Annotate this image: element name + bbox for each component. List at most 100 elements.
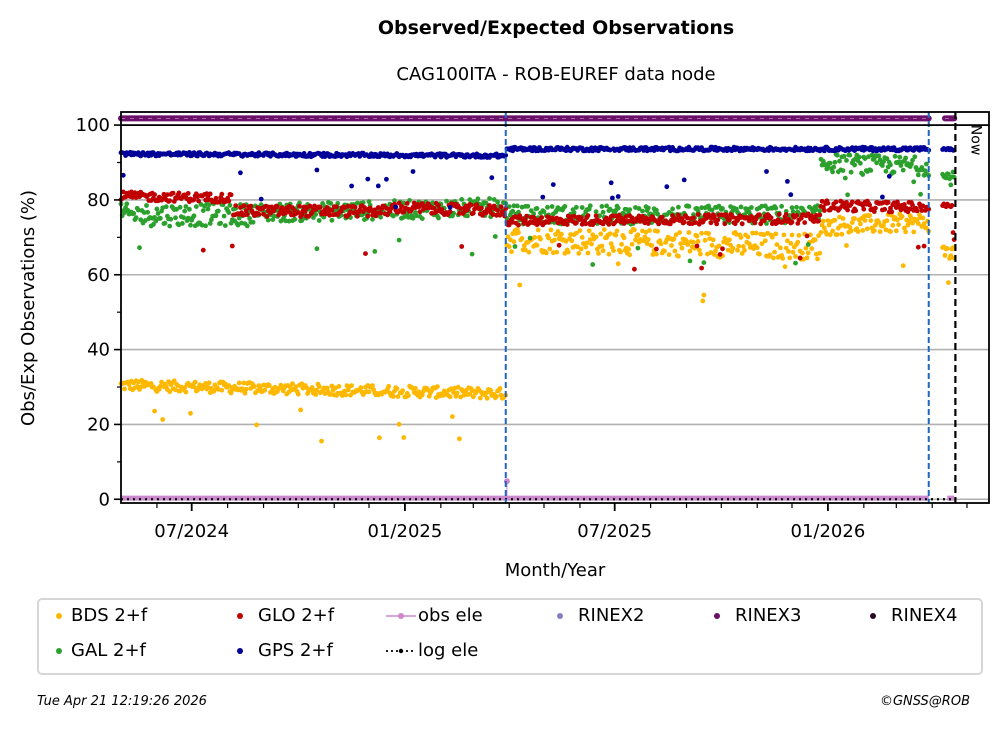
data-point	[372, 249, 378, 254]
data-point	[576, 251, 582, 256]
data-point	[233, 203, 239, 209]
data-point	[317, 204, 323, 210]
data-point	[586, 228, 592, 234]
data-point	[258, 196, 264, 202]
data-point	[915, 244, 921, 250]
data-point	[562, 204, 568, 209]
axes: 0 20 40 60 80 100 07/2024 01/2025 07/2025 01/2026	[76, 111, 990, 542]
legend-label: log ele	[418, 640, 479, 661]
data-point	[555, 220, 561, 226]
data-point	[151, 222, 156, 227]
data-point	[519, 236, 525, 241]
data-point	[568, 232, 573, 237]
series-gps-2-f	[118, 144, 957, 210]
data-point	[888, 229, 893, 234]
data-point	[654, 251, 659, 257]
data-point	[554, 249, 560, 255]
data-point	[722, 221, 728, 227]
data-point	[173, 215, 178, 221]
data-point	[735, 247, 740, 253]
data-point	[681, 219, 687, 225]
data-point	[884, 218, 890, 224]
data-point	[447, 394, 453, 400]
data-point	[708, 220, 714, 226]
legend-label: GAL 2+f	[71, 640, 146, 661]
y-tick-label: 100	[76, 115, 110, 136]
data-point	[636, 206, 642, 211]
data-point	[848, 169, 854, 175]
data-point	[229, 243, 235, 249]
data-point	[914, 208, 920, 214]
data-point	[834, 232, 840, 238]
data-point	[698, 251, 703, 257]
data-point	[687, 258, 693, 264]
data-point	[410, 169, 416, 174]
data-point	[701, 292, 707, 298]
data-point	[654, 207, 659, 213]
data-point	[314, 167, 320, 173]
data-point	[153, 218, 159, 224]
data-point	[654, 246, 659, 252]
data-point	[417, 209, 423, 215]
x-tick-label: 07/2024	[154, 521, 229, 542]
data-point	[876, 153, 882, 159]
data-point	[488, 388, 494, 393]
data-point	[180, 221, 185, 226]
data-point	[314, 246, 320, 252]
data-point	[855, 229, 861, 235]
data-point	[614, 228, 620, 234]
data-point	[167, 389, 173, 395]
data-point	[419, 392, 425, 398]
data-point	[619, 241, 624, 247]
data-point	[334, 204, 339, 210]
data-point	[475, 196, 481, 202]
data-point	[207, 191, 213, 197]
data-point	[664, 184, 670, 190]
legend-marker-icon	[857, 606, 891, 626]
data-point	[309, 209, 315, 215]
data-point	[451, 390, 456, 395]
data-point	[647, 228, 652, 233]
data-point	[329, 217, 335, 223]
data-point	[583, 221, 589, 227]
data-point	[589, 241, 594, 247]
data-point	[550, 182, 556, 188]
data-point	[191, 197, 197, 203]
data-point	[395, 394, 401, 399]
data-point	[825, 200, 831, 206]
data-point	[676, 204, 681, 210]
data-point	[858, 160, 863, 166]
data-point	[217, 199, 222, 205]
data-point	[465, 213, 470, 219]
data-point	[768, 215, 774, 221]
data-point	[577, 228, 583, 234]
data-point	[817, 212, 823, 218]
legend-marker-icon	[384, 641, 418, 661]
data-point	[621, 235, 627, 241]
data-point	[610, 213, 615, 219]
data-point	[727, 217, 732, 223]
data-point	[167, 198, 173, 204]
data-point	[615, 194, 621, 199]
data-point	[942, 253, 948, 258]
legend-item-glo-2-f: GLO 2+f	[224, 605, 334, 626]
data-point	[358, 385, 364, 390]
data-point	[922, 168, 928, 174]
data-point	[479, 205, 484, 211]
data-point	[454, 390, 460, 396]
data-point	[203, 197, 209, 203]
data-point	[623, 207, 629, 212]
data-point	[559, 231, 564, 237]
data-point	[165, 192, 170, 198]
data-point	[910, 157, 915, 163]
data-point	[599, 204, 605, 209]
data-point	[596, 251, 601, 256]
data-point	[324, 385, 330, 391]
data-point	[578, 246, 584, 252]
data-point	[205, 206, 211, 212]
data-point	[606, 251, 612, 257]
data-point	[926, 206, 932, 212]
data-point	[786, 249, 791, 254]
data-point	[196, 198, 202, 204]
data-point	[168, 216, 174, 222]
